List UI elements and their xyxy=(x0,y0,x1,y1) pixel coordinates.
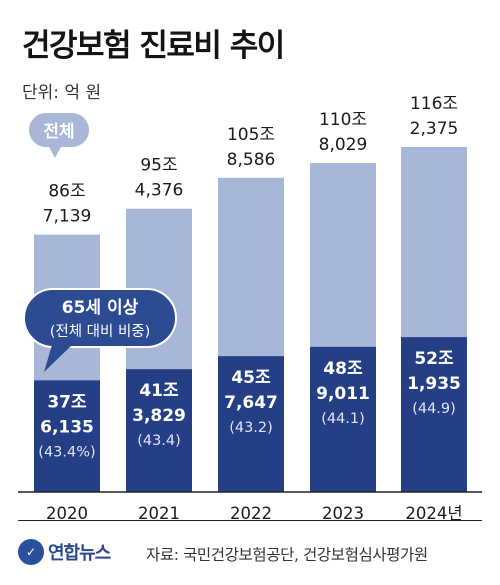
bar-senior-2020 xyxy=(34,380,100,492)
unit-label: 단위: 억 원 xyxy=(22,83,102,103)
total-label-line2: 7,139 xyxy=(43,207,92,227)
senior-label-line2: 6,135 xyxy=(40,417,94,437)
footer-divider xyxy=(18,520,482,521)
total-label-line1: 116조 xyxy=(410,94,458,114)
bar-senior-2021 xyxy=(126,369,192,492)
total-label-line1: 95조 xyxy=(140,156,177,176)
bar-senior-2024년 xyxy=(401,337,467,492)
senior-label-line2: 3,829 xyxy=(132,406,186,426)
senior-share-label: (44.9) xyxy=(412,401,456,417)
bar-senior-2022 xyxy=(218,356,284,492)
senior-share-label: (44.1) xyxy=(321,411,365,427)
total-label-line2: 8,586 xyxy=(227,150,276,170)
legend-total-label: 전체 xyxy=(43,122,74,142)
senior-share-label: (43.2) xyxy=(229,420,273,436)
senior-label-line2: 1,935 xyxy=(407,374,461,394)
senior-label-line1: 45조 xyxy=(231,368,271,388)
senior-label-line1: 52조 xyxy=(414,349,454,369)
source-note: 자료: 국민건강보험공단, 건강보험심사평가원 xyxy=(146,546,428,564)
x-tick-label: 2022 xyxy=(230,504,272,523)
legend-bubble-senior xyxy=(23,288,177,348)
legend-bubble-senior-pointer xyxy=(44,345,72,372)
total-label-line1: 110조 xyxy=(319,110,367,130)
yonhap-logo-icon: ✓ xyxy=(18,539,44,565)
chart-title: 건강보험 진료비 추이 xyxy=(22,28,285,64)
total-label-line2: 4,376 xyxy=(135,181,184,201)
total-label-line2: 2,375 xyxy=(410,119,459,139)
x-tick-label: 2024년 xyxy=(405,504,462,523)
senior-label-line1: 37조 xyxy=(47,392,87,412)
total-label-line2: 8,029 xyxy=(319,135,368,155)
x-tick-label: 2020 xyxy=(46,504,88,523)
senior-share-label: (43.4) xyxy=(137,433,181,449)
senior-label-line1: 41조 xyxy=(139,381,179,401)
total-label-line1: 105조 xyxy=(227,125,275,145)
x-tick-label: 2023 xyxy=(322,504,364,523)
senior-label-line2: 9,011 xyxy=(316,384,370,404)
publisher-logo: ✓ 연합뉴스 xyxy=(18,539,111,565)
legend-senior-sublabel: (전체 대비 비중) xyxy=(50,323,151,340)
legend-bubble-total-pointer xyxy=(48,145,62,158)
total-label-line1: 86조 xyxy=(48,182,85,202)
senior-label-line1: 48조 xyxy=(323,359,363,379)
publisher-name: 연합뉴스 xyxy=(48,543,111,564)
senior-share-label: (43.4%) xyxy=(38,444,95,460)
senior-label-line2: 7,647 xyxy=(224,393,278,413)
bar-senior-2023 xyxy=(310,346,376,492)
legend-bubble-total xyxy=(29,113,89,147)
legend-senior-label: 65세 이상 xyxy=(62,298,139,318)
x-tick-label: 2021 xyxy=(138,504,180,523)
